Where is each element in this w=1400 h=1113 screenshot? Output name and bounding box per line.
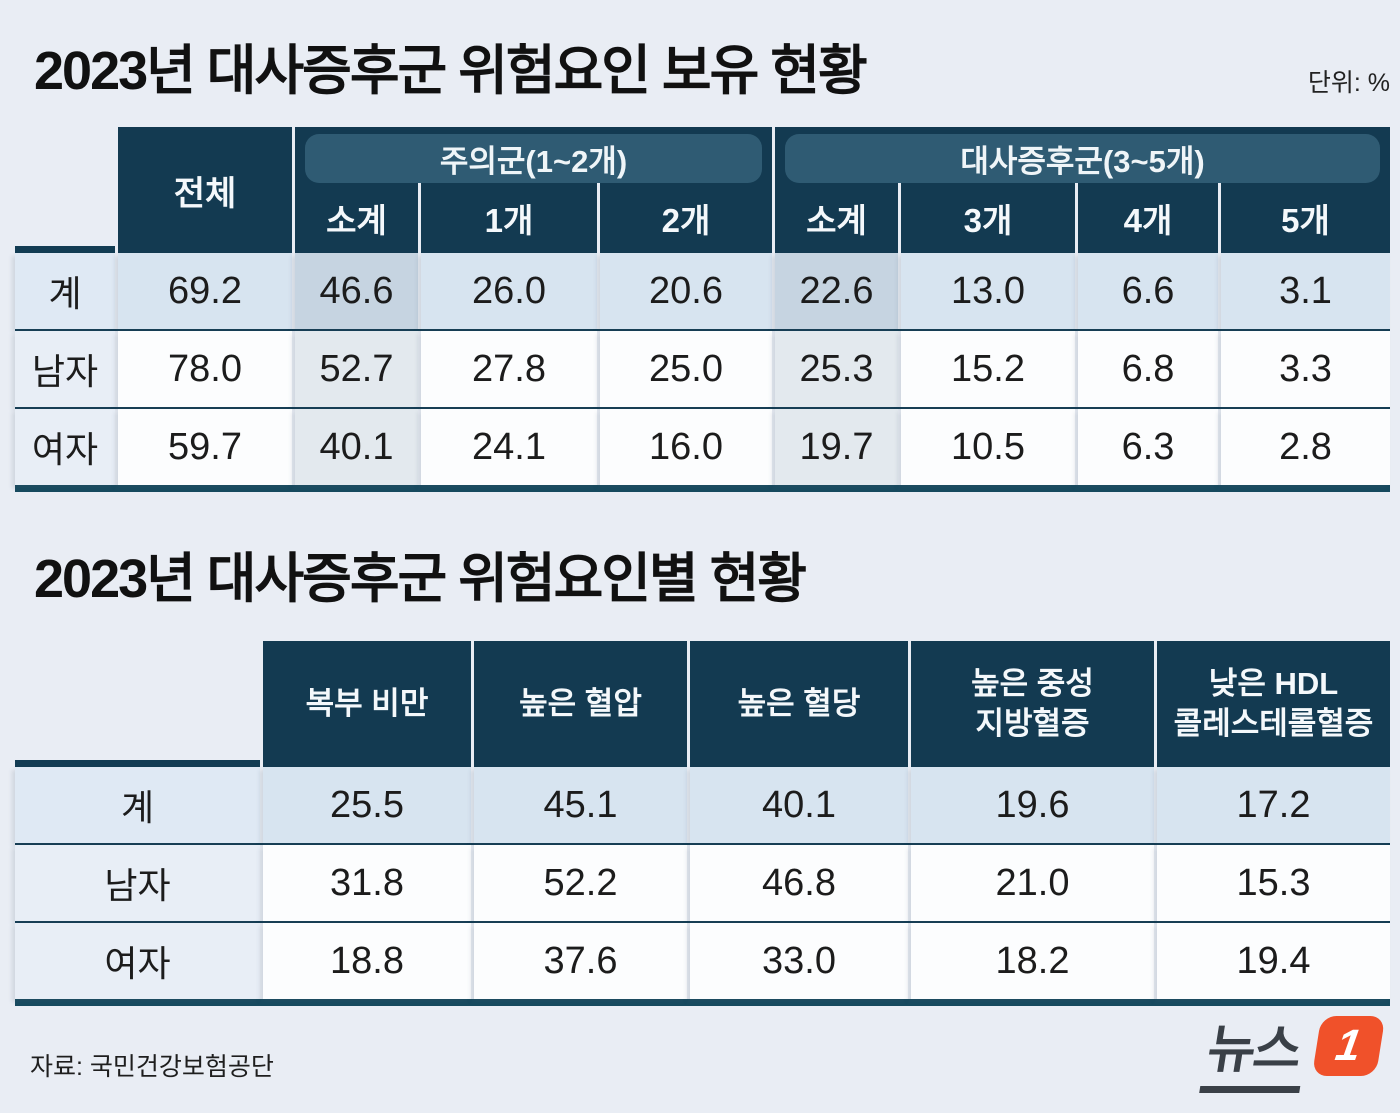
value-cell: 10.5 xyxy=(901,409,1075,485)
table2-col-header: 낮은 HDL 콜레스테롤혈증 xyxy=(1157,641,1390,767)
table1-row: 계 69.2 46.6 26.0 20.6 22.6 13.0 6.6 3.1 xyxy=(15,253,1390,329)
value-cell: 78.0 xyxy=(118,331,292,407)
row-divider xyxy=(15,407,1390,409)
value-cell: 20.6 xyxy=(600,253,772,329)
value-cell: 18.8 xyxy=(263,923,471,999)
row-label: 계 xyxy=(15,253,115,329)
value-cell: 69.2 xyxy=(118,253,292,329)
value-cell: 25.5 xyxy=(263,767,471,843)
row-label: 남자 xyxy=(15,845,260,921)
table1-row: 여자 59.7 40.1 24.1 16.0 19.7 10.5 6.3 2.8 xyxy=(15,409,1390,485)
value-cell: 6.8 xyxy=(1078,331,1218,407)
news1-logo: 뉴스 1 xyxy=(1199,1007,1387,1093)
table1-corner-cell xyxy=(15,127,115,253)
news1-logo-badge-icon: 1 xyxy=(1311,1016,1386,1076)
value-cell: 6.3 xyxy=(1078,409,1218,485)
unit-label: 단위: % xyxy=(1307,69,1390,97)
value-cell: 27.8 xyxy=(421,331,597,407)
value-cell-subtotal: 52.7 xyxy=(295,331,418,407)
value-cell-subtotal: 40.1 xyxy=(295,409,418,485)
row-label: 계 xyxy=(15,767,260,843)
value-cell: 19.6 xyxy=(911,767,1154,843)
table1-group-metabolic: 대사증후군(3~5개) xyxy=(775,127,1390,183)
table2-corner-cell xyxy=(15,641,260,767)
row-divider xyxy=(15,843,1390,845)
value-cell: 26.0 xyxy=(421,253,597,329)
table1-bottom-border xyxy=(15,485,1390,492)
table1-col-header-total: 전체 xyxy=(118,127,292,253)
table1-subcol-header: 5개 xyxy=(1221,183,1390,253)
table1-subcol-header: 2개 xyxy=(600,183,772,253)
table2-title: 2023년 대사증후군 위험요인별 현황 xyxy=(34,549,807,609)
table2-col-header: 높은 혈당 xyxy=(690,641,908,767)
value-cell: 15.3 xyxy=(1157,845,1390,921)
table2-row: 여자 18.8 37.6 33.0 18.2 19.4 xyxy=(15,923,1390,999)
table1-header: 전체 주의군(1~2개) 대사증후군(3~5개) 소계 1개 2개 소계 3개 … xyxy=(15,127,1390,253)
value-cell: 33.0 xyxy=(690,923,908,999)
row-divider xyxy=(15,921,1390,923)
value-cell-subtotal: 22.6 xyxy=(775,253,898,329)
value-cell: 15.2 xyxy=(901,331,1075,407)
value-cell: 3.1 xyxy=(1221,253,1390,329)
value-cell-subtotal: 46.6 xyxy=(295,253,418,329)
group-pill-metabolic: 대사증후군(3~5개) xyxy=(785,134,1380,183)
row-divider xyxy=(15,329,1390,331)
table1-title: 2023년 대사증후군 위험요인 보유 현황 xyxy=(34,41,868,101)
value-cell: 3.3 xyxy=(1221,331,1390,407)
value-cell: 37.6 xyxy=(474,923,687,999)
value-cell: 17.2 xyxy=(1157,767,1390,843)
table1-subcol-header: 1개 xyxy=(421,183,597,253)
group-pill-caution: 주의군(1~2개) xyxy=(305,134,762,183)
source-label: 자료: 국민건강보험공단 xyxy=(30,1053,274,1081)
value-cell: 25.0 xyxy=(600,331,772,407)
value-cell: 24.1 xyxy=(421,409,597,485)
value-cell: 2.8 xyxy=(1221,409,1390,485)
table1-row: 남자 78.0 52.7 27.8 25.0 25.3 15.2 6.8 3.3 xyxy=(15,331,1390,407)
table1-subcol-header: 소계 xyxy=(775,183,898,253)
value-cell-subtotal: 25.3 xyxy=(775,331,898,407)
table1-subcol-header: 4개 xyxy=(1078,183,1218,253)
row-label: 남자 xyxy=(15,331,115,407)
value-cell: 16.0 xyxy=(600,409,772,485)
value-cell: 21.0 xyxy=(911,845,1154,921)
value-cell: 6.6 xyxy=(1078,253,1218,329)
value-cell: 59.7 xyxy=(118,409,292,485)
table2-col-header: 복부 비만 xyxy=(263,641,471,767)
value-cell: 52.2 xyxy=(474,845,687,921)
row-label: 여자 xyxy=(15,409,115,485)
table2-row: 남자 31.8 52.2 46.8 21.0 15.3 xyxy=(15,845,1390,921)
table2-col-header: 높은 혈압 xyxy=(474,641,687,767)
value-cell: 40.1 xyxy=(690,767,908,843)
table2-bottom-border xyxy=(15,999,1390,1006)
value-cell: 45.1 xyxy=(474,767,687,843)
table1-subcol-header: 소계 xyxy=(295,183,418,253)
table2-row: 계 25.5 45.1 40.1 19.6 17.2 xyxy=(15,767,1390,843)
table2-header: 복부 비만 높은 혈압 높은 혈당 높은 중성 지방혈증 낮은 HDL 콜레스테… xyxy=(15,641,1390,767)
value-cell: 46.8 xyxy=(690,845,908,921)
header-bar: 2023년 대사증후군 위험요인 보유 현황 단위: % xyxy=(0,0,1400,105)
value-cell: 19.4 xyxy=(1157,923,1390,999)
table2-col-header: 높은 중성 지방혈증 xyxy=(911,641,1154,767)
value-cell-subtotal: 19.7 xyxy=(775,409,898,485)
value-cell: 18.2 xyxy=(911,923,1154,999)
value-cell: 31.8 xyxy=(263,845,471,921)
value-cell: 13.0 xyxy=(901,253,1075,329)
news1-logo-text: 뉴스 xyxy=(1199,1007,1313,1093)
row-label: 여자 xyxy=(15,923,260,999)
table1-group-caution: 주의군(1~2개) xyxy=(295,127,772,183)
table1-subcol-header: 3개 xyxy=(901,183,1075,253)
